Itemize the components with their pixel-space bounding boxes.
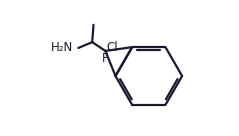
Text: F: F [102, 52, 109, 65]
Text: H₂N: H₂N [51, 41, 73, 55]
Text: Cl: Cl [106, 41, 118, 54]
